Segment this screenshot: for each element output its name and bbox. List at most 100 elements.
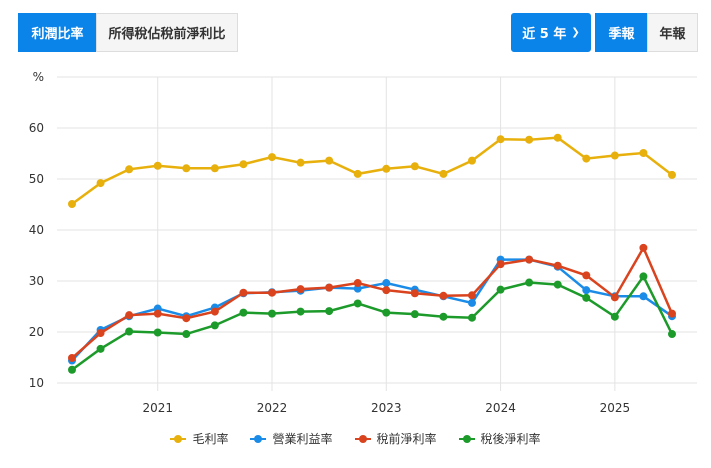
data-point <box>353 169 362 178</box>
data-point <box>525 255 534 264</box>
tab-profit-ratio[interactable]: 利潤比率 <box>18 13 97 52</box>
data-point <box>268 309 276 318</box>
data-point <box>210 307 219 316</box>
data-point <box>496 260 505 269</box>
data-point <box>153 161 162 170</box>
x-tick-label: 2023 <box>371 401 402 415</box>
y-tick-label: 10 <box>29 376 44 390</box>
data-point <box>353 284 362 293</box>
data-point <box>382 164 391 173</box>
data-point <box>239 308 248 317</box>
data-point <box>639 243 648 252</box>
legend-marker <box>458 434 475 444</box>
data-point <box>353 279 362 288</box>
legend-item[interactable]: 營業利益率 <box>250 430 333 447</box>
data-point <box>125 327 134 336</box>
legend-label: 毛利率 <box>192 432 229 446</box>
y-tick-label: 30 <box>29 274 44 288</box>
data-point <box>182 164 191 173</box>
data-point <box>68 354 76 363</box>
y-tick-label: 50 <box>29 172 44 186</box>
data-point <box>410 289 419 298</box>
data-point <box>125 165 134 174</box>
data-point <box>525 278 534 287</box>
data-point <box>353 299 362 308</box>
data-point <box>325 283 334 292</box>
data-point <box>296 307 305 316</box>
data-point <box>96 329 105 338</box>
data-point <box>553 280 562 289</box>
data-point <box>468 156 476 165</box>
data-point <box>410 162 419 171</box>
y-tick-label: 40 <box>29 223 44 237</box>
data-point <box>468 298 476 307</box>
data-point <box>382 279 391 288</box>
data-point <box>439 169 448 178</box>
data-point <box>496 135 505 144</box>
data-point <box>68 365 76 374</box>
y-tick-label: 60 <box>29 121 44 135</box>
data-point <box>639 292 648 301</box>
y-axis-unit: % <box>33 70 44 84</box>
data-point <box>239 288 248 297</box>
legend-marker <box>250 434 267 444</box>
x-tick-label: 2025 <box>600 401 631 415</box>
data-point <box>610 151 619 160</box>
data-point <box>153 309 162 318</box>
x-tick-label: 2024 <box>485 401 516 415</box>
data-point <box>525 135 534 144</box>
series-line <box>71 136 673 205</box>
data-point <box>382 308 391 317</box>
data-point <box>439 312 448 321</box>
legend-marker <box>170 434 187 444</box>
data-point <box>96 344 105 353</box>
data-point <box>125 311 134 320</box>
data-point <box>553 133 562 142</box>
data-point <box>68 199 76 208</box>
legend-label: 稅前淨利率 <box>376 432 437 446</box>
legend-label: 稅後淨利率 <box>480 432 541 446</box>
x-tick-label: 2021 <box>142 401 173 415</box>
data-point <box>296 285 305 294</box>
legend: 毛利率 營業利益率 稅前淨利率 稅後淨利率 <box>0 430 711 447</box>
data-point <box>582 271 591 280</box>
y-tick-label: 20 <box>29 325 44 339</box>
data-point <box>182 314 191 323</box>
data-point <box>582 286 591 295</box>
legend-item[interactable]: 毛利率 <box>170 430 228 447</box>
data-point <box>268 288 276 297</box>
data-point <box>468 291 476 300</box>
data-point <box>296 158 305 167</box>
data-point <box>410 310 419 319</box>
range-dropdown[interactable]: 近 5 年 ❯ <box>511 13 591 52</box>
data-point <box>439 291 448 300</box>
data-point <box>210 164 219 173</box>
series-line <box>71 273 674 371</box>
data-point <box>153 328 162 337</box>
data-point <box>668 309 676 318</box>
data-point <box>610 293 619 302</box>
data-point <box>325 156 334 165</box>
data-point <box>239 160 248 169</box>
data-point <box>182 330 191 339</box>
period-annual[interactable]: 年報 <box>647 13 698 52</box>
data-point <box>96 179 105 188</box>
data-point <box>610 312 619 321</box>
legend-label: 營業利益率 <box>272 432 333 446</box>
data-point <box>496 285 505 294</box>
series-line <box>71 245 674 359</box>
legend-item[interactable]: 稅後淨利率 <box>458 430 541 447</box>
data-point <box>668 170 676 179</box>
chevron-down-icon: ❯ <box>571 27 580 38</box>
data-point <box>210 321 219 330</box>
x-tick-label: 2022 <box>257 401 288 415</box>
data-point <box>325 307 334 316</box>
tab-tax-ratio[interactable]: 所得稅佔稅前淨利比 <box>96 13 238 52</box>
data-point <box>582 293 591 302</box>
data-point <box>468 313 476 322</box>
data-point <box>639 148 648 157</box>
legend-marker <box>354 434 371 444</box>
data-point <box>582 154 591 163</box>
legend-item[interactable]: 稅前淨利率 <box>354 430 437 447</box>
